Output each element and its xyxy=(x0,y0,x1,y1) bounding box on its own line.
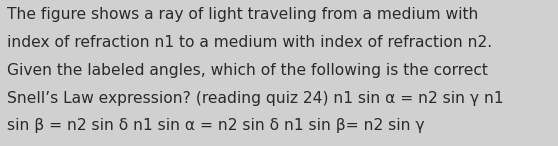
Text: Snell’s Law expression? (reading quiz 24) n1 sin α = n2 sin γ n1: Snell’s Law expression? (reading quiz 24… xyxy=(7,91,503,106)
Text: sin β = n2 sin δ n1 sin α = n2 sin δ n1 sin β= n2 sin γ: sin β = n2 sin δ n1 sin α = n2 sin δ n1 … xyxy=(7,118,424,133)
Text: The figure shows a ray of light traveling from a medium with: The figure shows a ray of light travelin… xyxy=(7,7,478,22)
Text: Given the labeled angles, which of the following is the correct: Given the labeled angles, which of the f… xyxy=(7,63,488,78)
Text: index of refraction n1 to a medium with index of refraction n2.: index of refraction n1 to a medium with … xyxy=(7,35,492,50)
